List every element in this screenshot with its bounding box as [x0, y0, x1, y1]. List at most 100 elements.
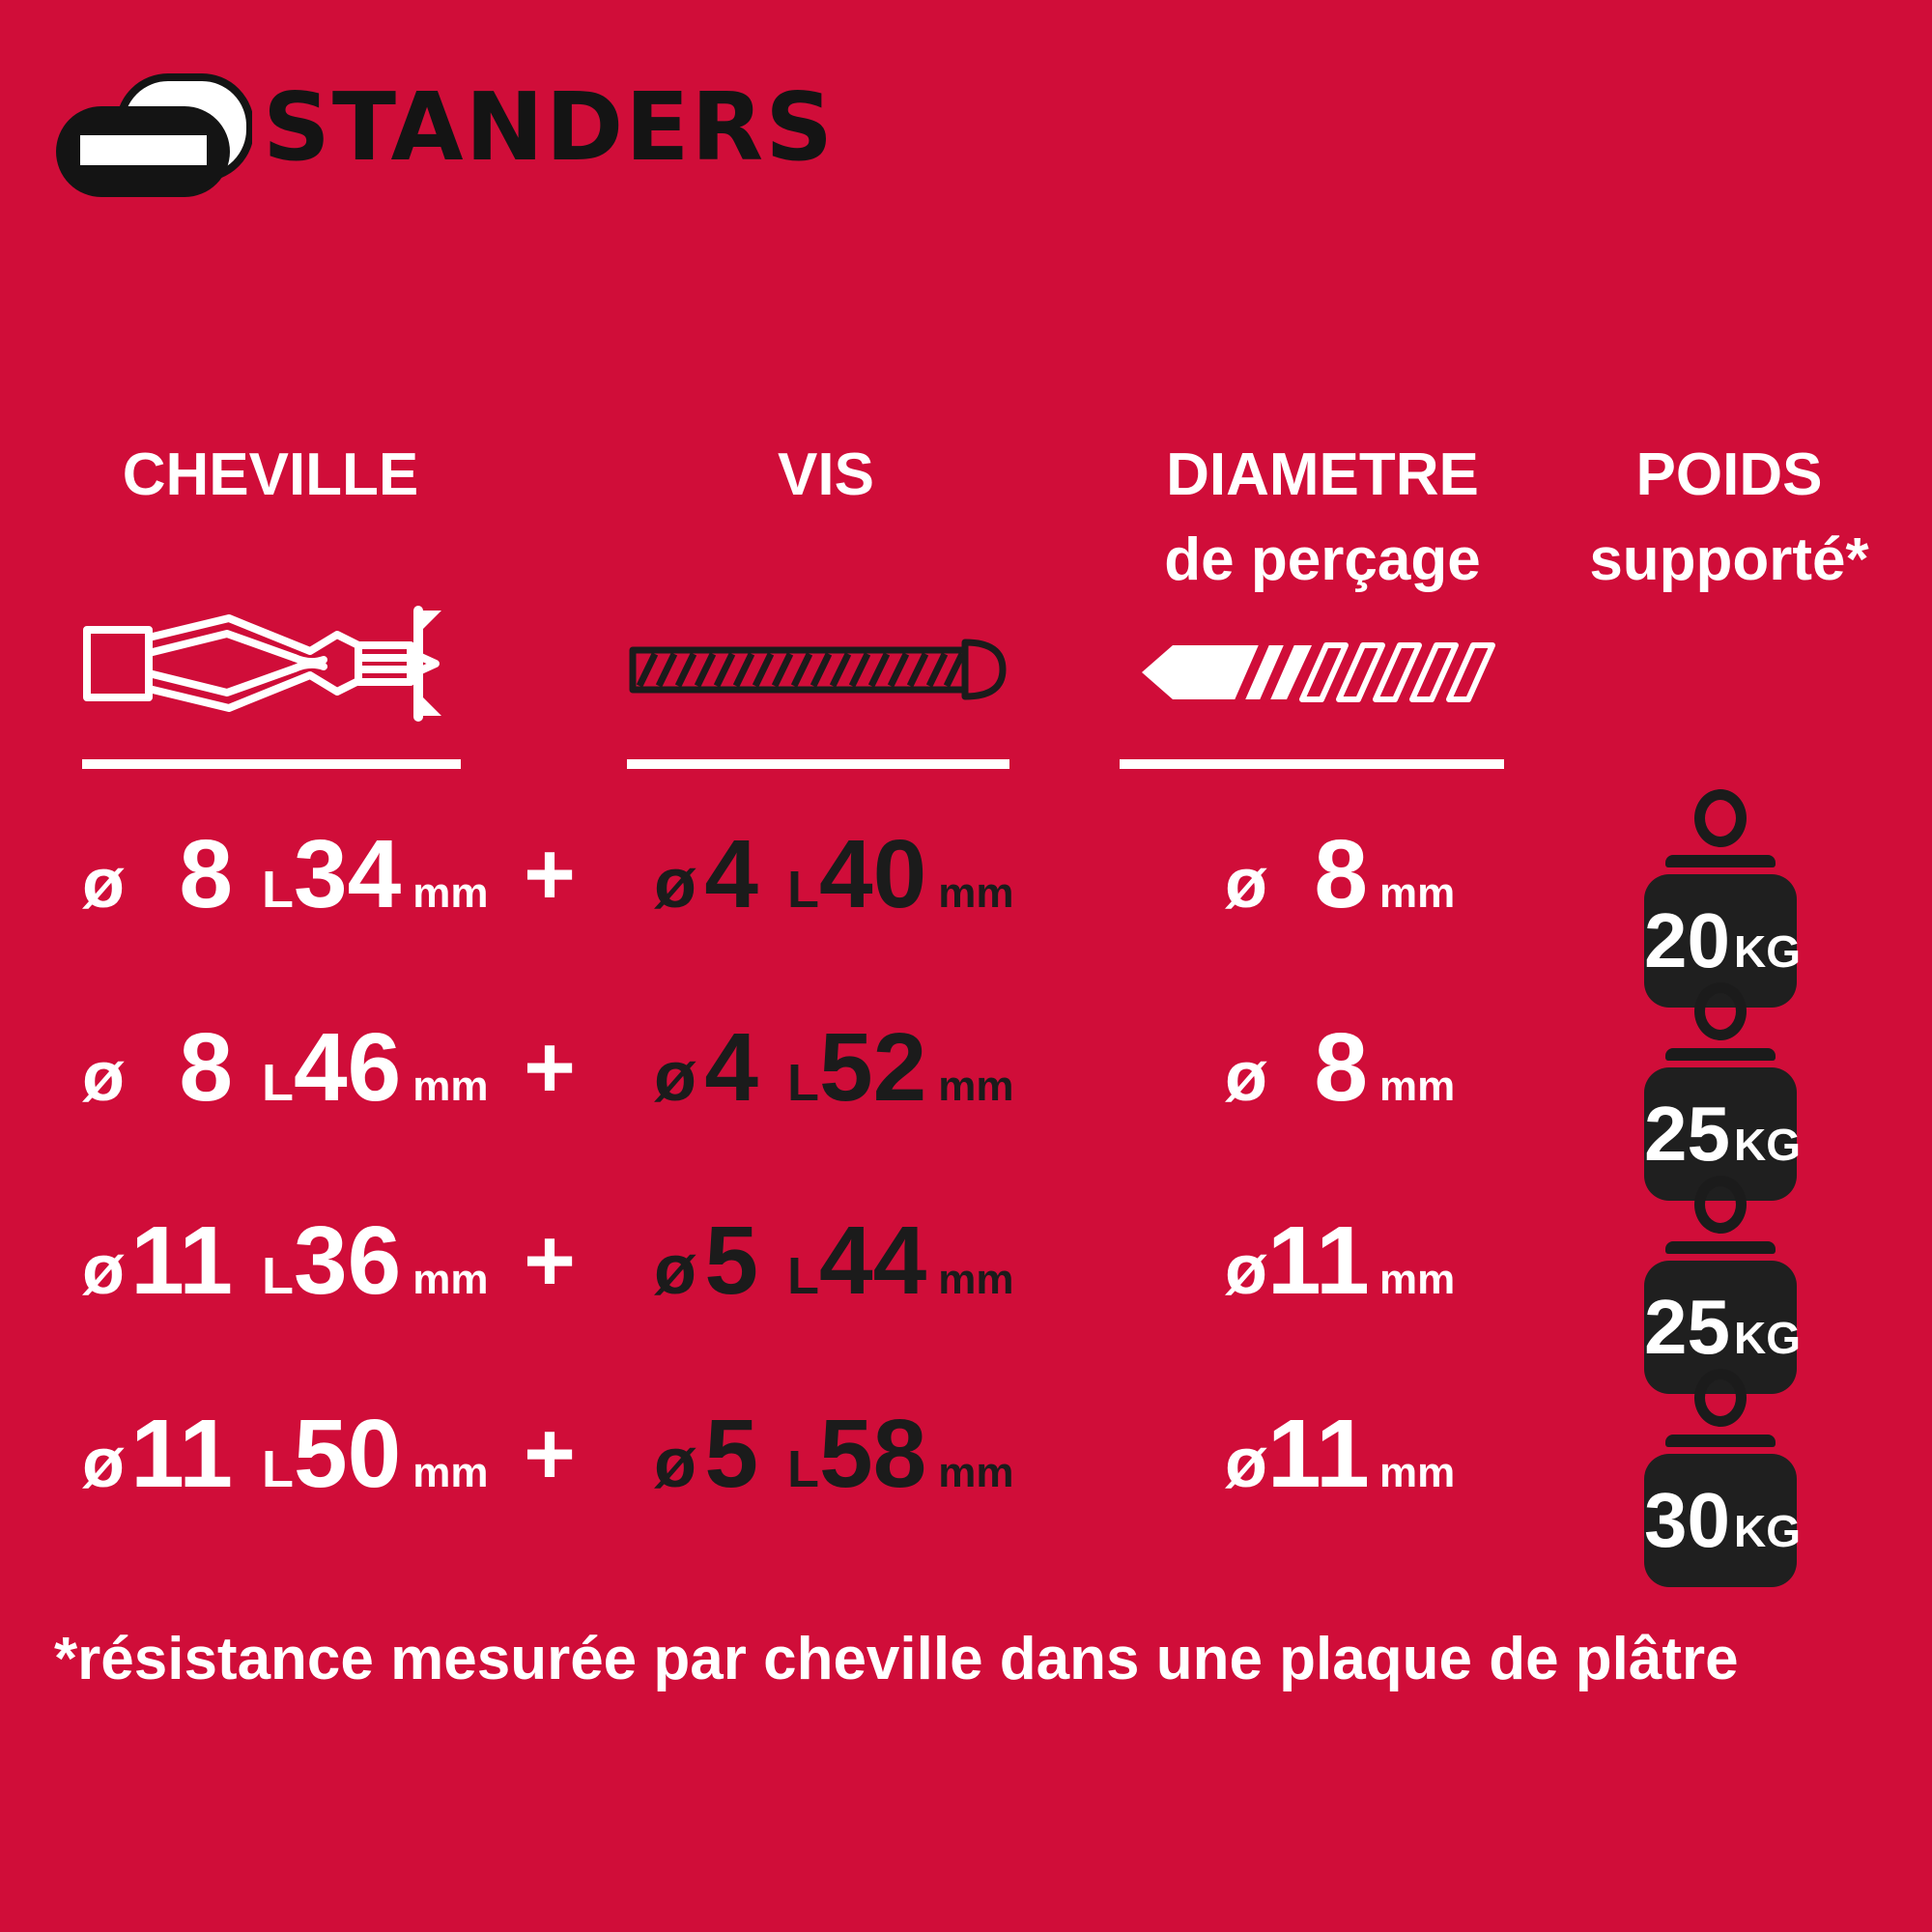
cheville-spec: ø11 L50 mm	[82, 1394, 488, 1533]
kg-label: KG	[1733, 1506, 1801, 1556]
spec-row: ø 8 L46 mm + ø4 L52 mm ø 8 mm 25KG	[0, 982, 1932, 1201]
weight-ring	[1694, 1369, 1747, 1427]
weight-cap	[1665, 855, 1776, 867]
column-header-percage: DIAMETRE de perçage	[1123, 433, 1521, 603]
spec-row: ø11 L36 mm + ø5 L44 mm ø11 mm 25KG	[0, 1176, 1932, 1394]
unit-mm: mm	[1378, 1256, 1456, 1303]
weight-cap	[1665, 1435, 1776, 1447]
cheville-length: 50	[293, 1400, 402, 1508]
length-prefix: L	[261, 1440, 294, 1498]
plus-sign: +	[524, 1211, 576, 1310]
length-prefix: L	[786, 861, 819, 919]
drill-diameter: 11	[1266, 1400, 1370, 1508]
unit-mm: mm	[1378, 1449, 1456, 1496]
spec-row: ø11 L50 mm + ø5 L58 mm ø11 mm 30KG	[0, 1369, 1932, 1587]
diameter-symbol: ø	[82, 1232, 125, 1309]
cheville-diameter: 8	[179, 1013, 233, 1122]
drill-diameter: 11	[1266, 1207, 1370, 1315]
drill-diameter-spec: ø11 mm	[1225, 1201, 1455, 1340]
cheville-spec: ø 8 L34 mm	[82, 814, 488, 953]
vis-length: 58	[818, 1400, 927, 1508]
cheville-length: 46	[293, 1013, 402, 1122]
standers-logo-icon	[56, 73, 252, 197]
column-header-cheville: CHEVILLE	[77, 433, 464, 518]
column-header-label: CHEVILLE	[122, 441, 419, 508]
diameter-symbol: ø	[654, 1038, 696, 1116]
vis-spec: ø4 L52 mm	[654, 1008, 1013, 1147]
vis-spec: ø5 L58 mm	[654, 1394, 1013, 1533]
cheville-spec: ø11 L36 mm	[82, 1201, 488, 1340]
vis-length: 44	[818, 1207, 927, 1315]
length-prefix: L	[786, 1054, 819, 1112]
kg-label: KG	[1733, 926, 1801, 977]
plus-sign: +	[524, 825, 576, 923]
vis-length: 40	[818, 820, 927, 928]
cheville-spec: ø 8 L46 mm	[82, 1008, 488, 1147]
unit-mm: mm	[938, 1063, 1014, 1110]
vis-diameter: 5	[704, 1207, 758, 1315]
length-prefix: L	[261, 1054, 294, 1112]
weight-ring	[1694, 789, 1747, 847]
weight-cap	[1665, 1241, 1776, 1254]
length-prefix: L	[261, 861, 294, 919]
kg-label: KG	[1733, 1120, 1801, 1170]
cheville-diameter: 11	[130, 1207, 233, 1315]
unit-mm: mm	[938, 1449, 1014, 1496]
weight-body: 25KG	[1644, 1067, 1801, 1201]
weight-value: 30	[1644, 1477, 1730, 1563]
drill-diameter: 8	[1314, 820, 1368, 928]
unit-mm: mm	[938, 869, 1014, 917]
column-header-vis: VIS	[633, 433, 1019, 518]
unit-mm: mm	[938, 1256, 1014, 1303]
diameter-symbol: ø	[654, 845, 696, 923]
column-header-poids: POIDS supporté*	[1531, 433, 1927, 603]
weight-body: 30KG	[1644, 1454, 1801, 1587]
column-header-label: VIS	[778, 441, 874, 508]
weight-cap	[1665, 1048, 1776, 1061]
diameter-symbol: ø	[82, 845, 125, 923]
length-prefix: L	[261, 1247, 294, 1305]
unit-mm: mm	[412, 1449, 489, 1496]
length-prefix: L	[786, 1247, 819, 1305]
plus-sign: +	[524, 1405, 576, 1503]
diameter-symbol: ø	[654, 1425, 696, 1502]
drill-diameter-spec: ø11 mm	[1225, 1394, 1455, 1533]
cheville-diameter: 8	[179, 820, 233, 928]
drill-bit-icon	[1142, 639, 1495, 706]
weight-body: 20KG	[1644, 874, 1801, 1008]
footnote: *résistance mesurée par cheville dans un…	[54, 1626, 1739, 1692]
vis-diameter: 5	[704, 1400, 758, 1508]
unit-mm: mm	[412, 1063, 489, 1110]
drill-diameter-spec: ø 8 mm	[1225, 1008, 1455, 1147]
weight-ring	[1694, 982, 1747, 1040]
unit-mm: mm	[1378, 1063, 1456, 1110]
cheville-diameter: 11	[130, 1400, 233, 1508]
diameter-symbol: ø	[654, 1232, 696, 1309]
column-header-label: POIDS	[1635, 441, 1823, 508]
cheville-length: 34	[293, 820, 402, 928]
column-underline	[627, 759, 1009, 769]
weight-ring	[1694, 1176, 1747, 1234]
weight-value: 25	[1644, 1284, 1730, 1370]
column-header-sublabel: de perçage	[1164, 526, 1481, 593]
column-header-label: DIAMETRE	[1166, 441, 1479, 508]
drill-diameter-spec: ø 8 mm	[1225, 814, 1455, 953]
weight-icon: 30KG	[1644, 1369, 1801, 1587]
column-underline	[1120, 759, 1504, 769]
weight-icon: 25KG	[1644, 1176, 1801, 1394]
drill-diameter: 8	[1314, 1013, 1368, 1122]
vis-diameter: 4	[704, 820, 758, 928]
column-header-sublabel: supporté*	[1589, 526, 1869, 593]
unit-mm: mm	[412, 869, 489, 917]
diameter-symbol: ø	[1225, 1038, 1267, 1116]
screw-icon	[629, 639, 1007, 700]
vis-spec: ø4 L40 mm	[654, 814, 1013, 953]
wall-anchor-icon	[83, 606, 441, 722]
vis-length: 52	[818, 1013, 927, 1122]
weight-icon: 20KG	[1644, 789, 1801, 1008]
vis-diameter: 4	[704, 1013, 758, 1122]
plus-sign: +	[524, 1018, 576, 1117]
weight-icon: 25KG	[1644, 982, 1801, 1201]
weight-value: 20	[1644, 897, 1730, 983]
